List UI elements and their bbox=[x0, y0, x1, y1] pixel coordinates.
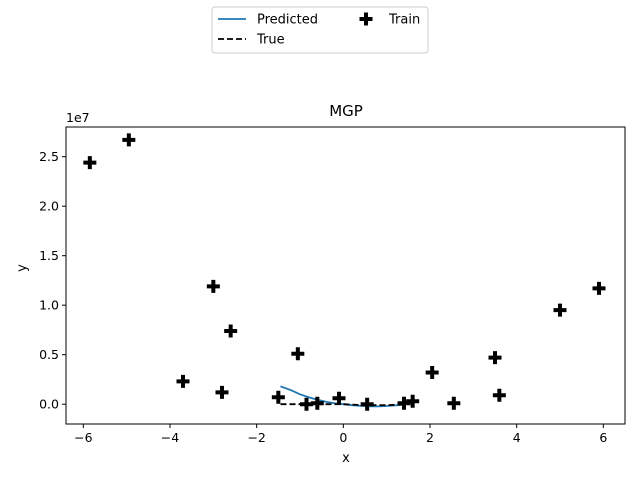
y-axis-label: y bbox=[15, 264, 30, 272]
y-tick-label: 2.5 bbox=[39, 149, 59, 164]
x-tick-label: 4 bbox=[513, 430, 521, 445]
y-tick-label: 2.0 bbox=[39, 199, 59, 214]
train-point bbox=[425, 366, 439, 380]
train-point bbox=[447, 396, 461, 410]
train-point bbox=[406, 394, 420, 408]
train-point bbox=[332, 391, 346, 405]
y-tick-label: 0.5 bbox=[39, 347, 59, 362]
legend-train-label: Train bbox=[388, 13, 420, 28]
train-point bbox=[224, 324, 238, 338]
legend-box bbox=[211, 6, 429, 54]
x-tick-label: −4 bbox=[161, 430, 179, 445]
legend-predicted-label: Predicted bbox=[257, 13, 318, 28]
train-point bbox=[360, 397, 374, 411]
plot-area bbox=[83, 133, 606, 411]
train-point bbox=[206, 279, 220, 293]
predicted-line bbox=[280, 385, 405, 408]
x-tick-label: −6 bbox=[74, 430, 92, 445]
train-point bbox=[83, 156, 97, 170]
y-tick-label: 0.0 bbox=[39, 397, 59, 412]
y-tick-label: 1.0 bbox=[39, 298, 59, 313]
y-tick-label: 1.5 bbox=[39, 248, 59, 263]
train-point bbox=[310, 396, 324, 410]
x-tick-label: −2 bbox=[247, 430, 265, 445]
x-tick-label: 0 bbox=[339, 430, 347, 445]
chart-title: MGP bbox=[329, 102, 363, 120]
train-point bbox=[215, 385, 229, 399]
legend-train-marker bbox=[359, 12, 373, 26]
y-offset-text: 1e7 bbox=[66, 110, 90, 125]
train-point bbox=[122, 133, 136, 147]
train-point bbox=[592, 281, 606, 295]
train-point bbox=[553, 303, 567, 317]
x-tick-label: 6 bbox=[599, 430, 607, 445]
legend-true-label: True bbox=[256, 33, 285, 48]
axis-ticks: −6 −4 −2 0 2 4 6 0.0 0.5 1.0 1.5 2.0 2.5 bbox=[39, 149, 607, 445]
train-point bbox=[291, 347, 305, 361]
x-axis-label: x bbox=[342, 451, 350, 466]
axes-frame bbox=[65, 126, 626, 425]
train-point bbox=[492, 388, 506, 402]
train-point bbox=[271, 390, 285, 404]
train-point bbox=[176, 374, 190, 388]
legend: Predicted True Train bbox=[211, 6, 429, 54]
train-point bbox=[488, 351, 502, 365]
x-tick-label: 2 bbox=[426, 430, 434, 445]
